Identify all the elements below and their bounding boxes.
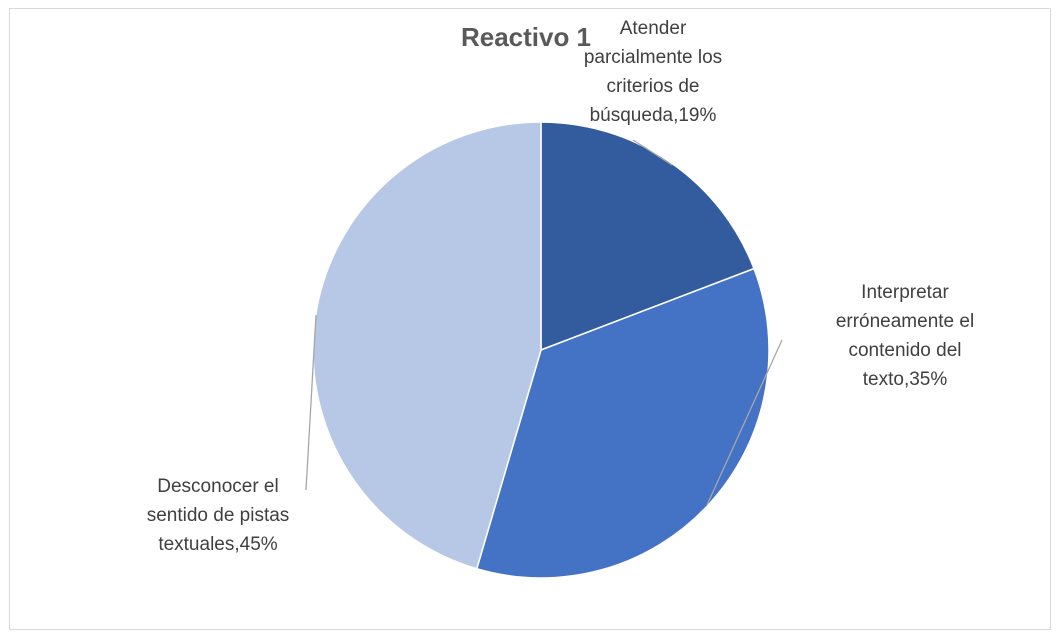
leader-line bbox=[706, 339, 783, 506]
slice-label-line: contenido del bbox=[848, 340, 961, 361]
slice-label-line: textuales,45% bbox=[158, 534, 277, 555]
slice-label-line: criterios de bbox=[607, 76, 700, 97]
slice-label-unknown: Desconocer el sentido de pistas textuales,… bbox=[147, 476, 290, 555]
pie-slices bbox=[312, 121, 770, 579]
leader-line bbox=[305, 314, 317, 491]
slice-label-line: Atender bbox=[620, 18, 687, 39]
slice-label-line: parcialmente los bbox=[584, 47, 722, 68]
slice-label-line: Desconocer el bbox=[157, 476, 278, 497]
slice-attend bbox=[540, 121, 755, 352]
slice-label-line: texto,35% bbox=[863, 369, 948, 390]
leader-line bbox=[632, 139, 673, 166]
slice-label-line: sentido de pistas bbox=[147, 505, 290, 526]
slice-label-attend: Atender parcialmente los criterios de búsqu… bbox=[584, 18, 722, 126]
chart-title: Reactivo 1 bbox=[461, 22, 591, 52]
slice-label-line: erróneamente el bbox=[836, 311, 974, 332]
slice-label-line: búsqueda,19% bbox=[590, 105, 717, 126]
leader-lines bbox=[305, 139, 783, 506]
slice-label-line: Interpretar bbox=[861, 282, 949, 303]
slice-interpret bbox=[475, 267, 770, 579]
slice-label-interpret: Interpretar erróneamente el contenido del t… bbox=[836, 282, 974, 390]
